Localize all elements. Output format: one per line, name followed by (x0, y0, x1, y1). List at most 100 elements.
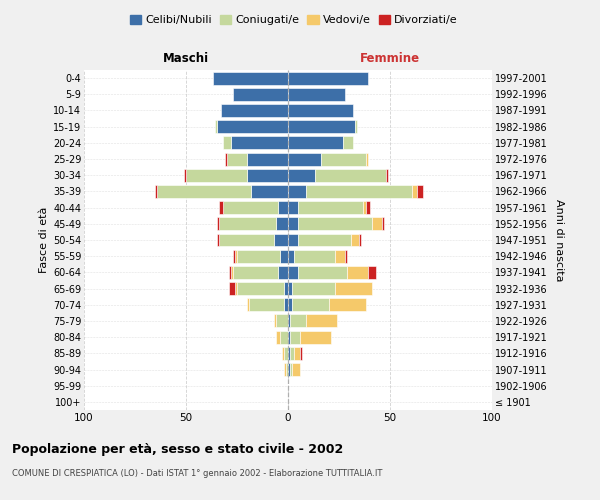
Bar (292, 363, 300, 376)
Bar (288, 314, 290, 328)
Bar (355, 120, 358, 133)
Bar (284, 363, 286, 376)
Bar (290, 363, 292, 376)
Bar (300, 347, 302, 360)
Bar (345, 250, 347, 262)
Bar (231, 266, 233, 279)
Bar (288, 347, 290, 360)
Bar (217, 234, 218, 246)
Bar (221, 104, 288, 117)
Bar (218, 234, 274, 246)
Bar (335, 250, 345, 262)
Bar (347, 266, 368, 279)
Bar (286, 363, 288, 376)
Bar (288, 169, 314, 181)
Bar (290, 347, 294, 360)
Bar (294, 250, 335, 262)
Bar (288, 298, 292, 311)
Bar (314, 169, 386, 181)
Bar (298, 234, 351, 246)
Bar (368, 266, 376, 279)
Bar (235, 282, 237, 295)
Text: COMUNE DI CRESPIATICA (LO) - Dati ISTAT 1° gennaio 2002 - Elaborazione TUTTITALI: COMUNE DI CRESPIATICA (LO) - Dati ISTAT … (12, 469, 382, 478)
Bar (335, 282, 371, 295)
Bar (278, 201, 288, 214)
Bar (298, 266, 347, 279)
Bar (284, 282, 288, 295)
Bar (280, 330, 288, 344)
Bar (290, 314, 307, 328)
Text: Maschi: Maschi (163, 52, 209, 65)
Bar (294, 347, 300, 360)
Bar (288, 266, 298, 279)
Bar (276, 330, 280, 344)
Bar (329, 298, 365, 311)
Bar (288, 136, 343, 149)
Bar (284, 298, 288, 311)
Bar (382, 218, 384, 230)
Bar (298, 218, 371, 230)
Bar (212, 72, 288, 85)
Bar (307, 185, 412, 198)
Bar (351, 234, 359, 246)
Bar (218, 201, 223, 214)
Bar (412, 185, 416, 198)
Bar (247, 169, 288, 181)
Bar (298, 201, 364, 214)
Bar (280, 250, 288, 262)
Bar (229, 266, 231, 279)
Bar (386, 169, 388, 181)
Bar (365, 201, 370, 214)
Bar (233, 250, 235, 262)
Bar (292, 282, 335, 295)
Bar (237, 282, 284, 295)
Bar (320, 152, 365, 166)
Bar (157, 185, 251, 198)
Bar (251, 185, 288, 198)
Bar (288, 201, 298, 214)
Bar (288, 363, 290, 376)
Bar (288, 218, 298, 230)
Bar (274, 234, 288, 246)
Bar (282, 347, 284, 360)
Y-axis label: Anni di nascita: Anni di nascita (554, 198, 565, 281)
Bar (364, 201, 365, 214)
Bar (288, 185, 307, 198)
Bar (237, 250, 280, 262)
Bar (288, 152, 320, 166)
Bar (288, 330, 290, 344)
Bar (359, 234, 361, 246)
Bar (231, 136, 288, 149)
Bar (307, 314, 337, 328)
Bar (288, 282, 292, 295)
Bar (288, 72, 368, 85)
Bar (223, 201, 278, 214)
Bar (365, 152, 368, 166)
Bar (186, 169, 247, 181)
Bar (288, 104, 353, 117)
Bar (233, 266, 278, 279)
Bar (274, 314, 276, 328)
Bar (416, 185, 422, 198)
Bar (278, 266, 288, 279)
Bar (184, 169, 186, 181)
Bar (288, 234, 298, 246)
Bar (217, 218, 218, 230)
Y-axis label: Fasce di età: Fasce di età (38, 207, 49, 273)
Bar (235, 250, 237, 262)
Bar (223, 136, 231, 149)
Bar (300, 330, 331, 344)
Bar (217, 120, 288, 133)
Bar (233, 88, 288, 101)
Bar (371, 218, 382, 230)
Bar (215, 120, 217, 133)
Bar (229, 282, 235, 295)
Bar (288, 88, 345, 101)
Bar (155, 185, 157, 198)
Bar (292, 298, 329, 311)
Bar (276, 314, 288, 328)
Bar (249, 298, 284, 311)
Bar (343, 136, 353, 149)
Text: Femmine: Femmine (360, 52, 420, 65)
Bar (247, 152, 288, 166)
